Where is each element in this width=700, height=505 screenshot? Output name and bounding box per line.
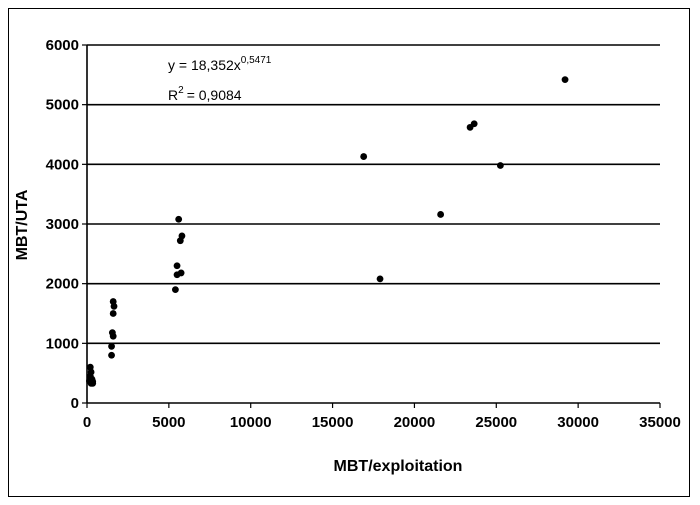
data-point-28 [496,162,504,169]
data-point-25 [437,211,445,218]
x-axis-title: MBT/exploitation [334,458,463,475]
data-point-10 [108,342,115,350]
equation-exponent: 0,5471 [241,55,272,66]
data-point-24 [376,275,384,283]
data-point-22 [175,215,183,223]
y-tick-labels: 0 1000 2000 3000 4000 5000 6000 [46,37,79,412]
x-tick-label-15000: 15000 [312,414,354,431]
data-point-21 [178,232,186,240]
y-axis-title: MBT/UTA [14,189,31,260]
data-point-27 [470,120,478,128]
r-squared-value: = 0,9084 [187,87,242,103]
r-squared-base: R [168,87,178,103]
y-tick-label-2000: 2000 [46,276,79,293]
y-tick-label-1000: 1000 [46,335,79,352]
y-tick-label-5000: 5000 [46,97,79,114]
data-point-18 [173,262,181,270]
data-point-13 [109,310,117,317]
axes [82,44,661,408]
data-point-19 [177,269,185,277]
data-points [86,76,569,387]
data-point-12 [108,329,116,336]
y-tick-label-0: 0 [71,395,79,412]
gridlines [87,44,660,345]
x-tick-label-25000: 25000 [475,414,517,431]
equation-annotation: y = 18,352x0,5471 [168,55,272,73]
x-tick-label-30000: 30000 [557,414,599,431]
x-tick-label-5000: 5000 [152,414,185,431]
r-squared-annotation: R2 = 0,9084 [168,85,242,103]
x-tick-labels: 0 5000 10000 15000 20000 25000 30000 35000 [83,414,681,431]
data-point-29 [561,76,569,84]
y-tick-label-6000: 6000 [46,37,79,54]
y-tick-label-4000: 4000 [46,156,79,173]
x-tick-label-10000: 10000 [230,414,272,431]
equation-base: y = 18,352x [168,57,241,73]
chart-frame [8,8,690,497]
data-point-8 [89,379,97,387]
data-point-15 [109,298,117,305]
y-tick-label-3000: 3000 [46,216,79,233]
x-tick-label-20000: 20000 [394,414,436,431]
x-tick-label-35000: 35000 [639,414,681,431]
data-point-16 [172,286,179,294]
data-point-23 [360,153,368,160]
r-squared-superscript: 2 [178,85,184,96]
data-point-9 [108,351,115,359]
x-tick-label-0: 0 [83,414,91,431]
